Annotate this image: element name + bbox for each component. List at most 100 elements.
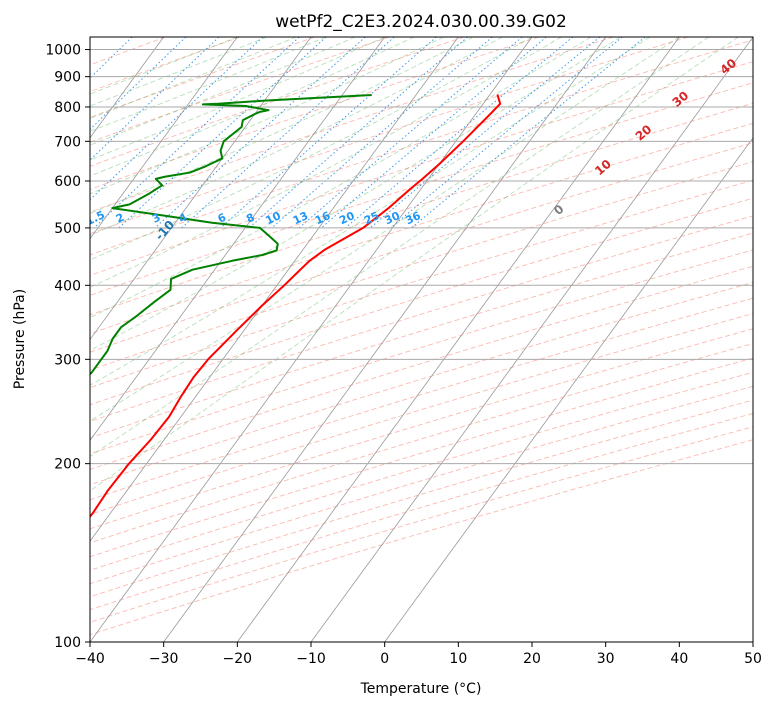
dry-adiabat-label: -20 — [58, 245, 83, 270]
moist-adiabat-label: 20 — [633, 122, 655, 143]
moist-adiabat-label: 10 — [592, 157, 614, 178]
mixing-ratio-line — [90, 37, 220, 161]
isotherm — [90, 37, 238, 240]
mixing-ratio-label: 0.4 — [0, 208, 2, 228]
x-tick-label: −20 — [223, 651, 253, 667]
moist-adiabat — [90, 37, 533, 261]
moist-adiabat-label: 40 — [717, 56, 739, 77]
x-tick-label: −30 — [149, 651, 179, 667]
dry-adiabat — [90, 265, 753, 470]
isotherm — [310, 37, 753, 642]
moist-adiabat — [90, 37, 326, 132]
mixing-ratio-line — [320, 37, 547, 229]
mixing-ratio-line — [93, 37, 300, 229]
x-tick-label: −10 — [296, 651, 326, 667]
isotherm — [90, 37, 385, 442]
dry-adiabat — [90, 37, 241, 93]
dry-adiabat — [90, 37, 614, 213]
x-tick-label: −40 — [75, 651, 105, 667]
mixing-ratio-line — [220, 37, 437, 229]
mixing-ratio-line — [390, 37, 623, 229]
moist-adiabat — [90, 37, 739, 492]
x-tick-label: 50 — [744, 651, 762, 667]
mixing-ratio-line — [154, 37, 366, 229]
y-tick-label: 900 — [54, 70, 81, 86]
chart-title: wetPf2_C2E3.2024.030.00.39.G02 — [275, 12, 567, 32]
dry-adiabat — [90, 297, 753, 501]
plot-frame — [89, 36, 754, 643]
dry-adiabat — [90, 232, 753, 439]
dry-adiabat — [90, 37, 315, 118]
dry-adiabat — [90, 197, 753, 406]
mixing-ratio-line — [90, 37, 187, 131]
dry-adiabat — [90, 122, 753, 335]
mixing-ratio-label: 16 — [313, 209, 333, 227]
isotherm — [90, 37, 459, 542]
x-tick-label: 20 — [523, 651, 541, 667]
mixing-ratio-line — [181, 37, 395, 229]
inner-labels: 0.10.20.40.611.52346810131620253036-100-… — [0, 56, 739, 270]
y-tick-label: 200 — [54, 457, 81, 473]
background-lines — [0, 37, 753, 636]
mixing-ratio-line — [90, 37, 133, 79]
moist-adiabat — [90, 37, 297, 119]
mixing-ratio-label: 2 — [114, 211, 126, 226]
mixing-ratio-label: 10 — [264, 209, 284, 227]
y-tick-label: 300 — [54, 352, 81, 368]
mixing-ratio-line — [298, 37, 523, 229]
isotherm — [384, 137, 753, 642]
axes: −40 −30 −20 −10 0 10 20 30 40 5010009008007006005… — [45, 43, 762, 667]
y-tick-label: 600 — [54, 174, 81, 190]
dry-adiabat — [90, 61, 753, 276]
mixing-ratio-line — [345, 37, 574, 229]
moist-adiabat — [90, 37, 238, 95]
dry-adiabat — [90, 328, 753, 530]
moist-adiabat — [90, 37, 621, 351]
moist-adiabat — [90, 37, 562, 288]
x-tick-label: 40 — [670, 651, 688, 667]
dry-adiabat — [90, 161, 753, 371]
mixing-ratio-line — [0, 37, 82, 228]
y-tick-label: 500 — [54, 221, 81, 237]
moist-adiabat — [90, 37, 474, 214]
moist-adiabat — [90, 37, 503, 236]
dry-adiabat — [90, 281, 753, 486]
dry-adiabat — [90, 82, 753, 296]
x-axis-label: Temperature (°C) — [360, 681, 482, 697]
mixing-ratio-label: 30 — [383, 209, 403, 227]
dry-adiabat — [90, 37, 465, 167]
y-tick-label: 1000 — [45, 43, 81, 59]
grid — [90, 37, 753, 642]
mixing-ratio-line — [369, 37, 601, 229]
isotherm — [90, 37, 312, 341]
mixing-ratio-line — [118, 37, 327, 229]
temperature-profile-line — [90, 94, 502, 519]
dry-adiabat — [90, 249, 753, 455]
moist-adiabat — [90, 37, 356, 146]
dry-adiabat — [90, 102, 753, 316]
mixing-ratio-label: 1.5 — [84, 208, 107, 228]
moist-adiabat — [90, 37, 267, 107]
dry-adiabat — [90, 413, 753, 611]
x-tick-label: 10 — [449, 651, 467, 667]
dry-adiabat — [90, 37, 539, 190]
mixing-ratio-line — [248, 37, 468, 229]
moist-adiabat — [90, 37, 710, 458]
dewpoint-profile-line — [90, 94, 372, 376]
dry-adiabat — [90, 385, 753, 585]
y-tick-label: 700 — [54, 134, 81, 150]
y-tick-label: 100 — [54, 635, 81, 651]
y-axis-label: Pressure (hPa) — [12, 289, 28, 389]
dry-adiabat — [90, 357, 753, 558]
isotherm — [90, 37, 533, 642]
dry-adiabat — [90, 142, 753, 353]
moist-adiabat — [90, 37, 415, 177]
mixing-ratio-label: 20 — [337, 209, 357, 227]
dry-adiabat — [90, 343, 753, 544]
moist-adiabat — [90, 37, 444, 195]
mixing-ratio-label: 4 — [177, 211, 190, 226]
y-tick-label: 400 — [54, 278, 81, 294]
dry-adiabat — [90, 215, 753, 422]
moist-adiabat-label: 0 — [551, 202, 566, 218]
